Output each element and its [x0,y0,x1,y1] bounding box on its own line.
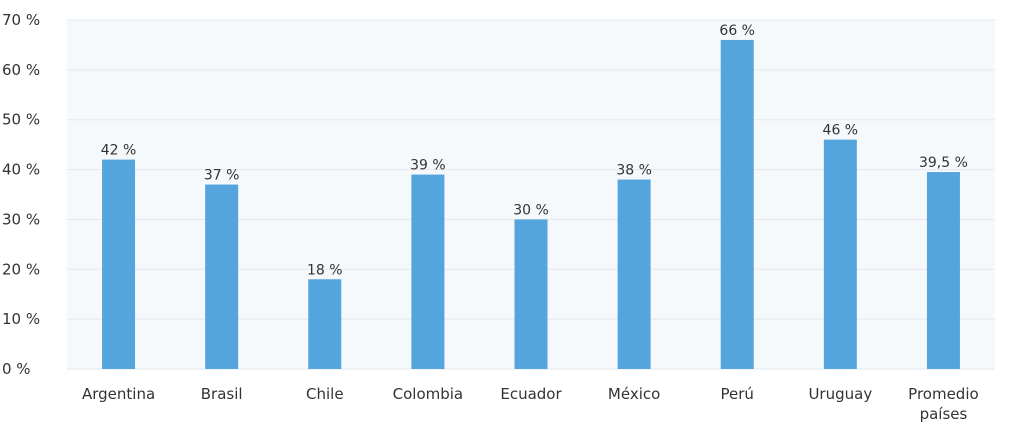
y-tick-label: 40 % [2,161,40,179]
y-tick-label: 0 % [2,360,31,378]
category-label: Uruguay [808,385,872,403]
data-label: 38 % [616,163,652,179]
data-label: 39,5 % [919,155,968,171]
bar [411,174,445,369]
category-label: Perú [721,385,754,403]
y-tick-label: 70 % [2,11,40,29]
category-label: Brasil [201,385,243,403]
bar [823,139,857,369]
category-label: países [920,405,968,423]
category-label: Argentina [82,385,155,403]
category-label: Chile [306,385,344,403]
category-label: Promedio [908,385,979,403]
data-label: 42 % [101,143,137,159]
y-tick-label: 20 % [2,260,40,278]
bar [308,279,342,369]
data-label: 30 % [513,202,549,218]
bar [514,219,548,369]
bar [720,39,754,369]
category-labels: Argentina Brasil Chile Colombia Ecuador Méxic… [82,385,979,423]
data-label: 18 % [307,262,343,278]
bar [617,179,651,369]
category-label: México [608,385,660,403]
y-tick-label: 60 % [2,61,40,79]
bars [102,39,960,369]
y-tick-label: 10 % [2,310,40,328]
data-label: 39 % [410,158,446,174]
data-label: 46 % [823,123,859,139]
category-label: Colombia [393,385,464,403]
y-axis-tick-labels: 0 % 10 % 20 % 30 % 40 % 50 % 60 % 70 % [2,11,40,378]
bar [102,159,136,369]
data-label: 66 % [719,23,755,39]
bar [926,172,960,369]
bar [205,184,239,369]
data-labels: 42 % 37 % 18 % 39 % 30 % 38 % 66 % 46 % 39,5 % [101,23,968,278]
y-tick-label: 50 % [2,111,40,129]
y-tick-label: 30 % [2,210,40,228]
category-label: Ecuador [500,385,562,403]
data-label: 37 % [204,168,240,184]
